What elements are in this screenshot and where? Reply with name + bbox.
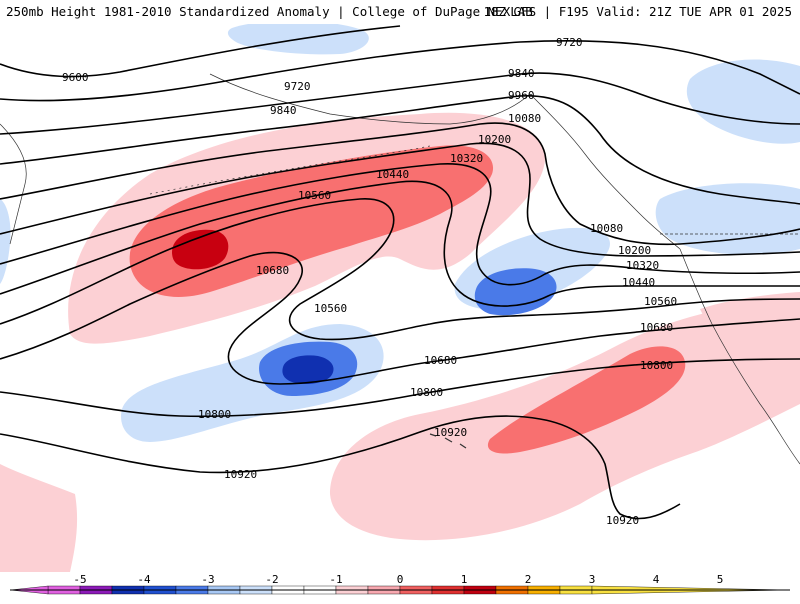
anomaly-neg2-nw-trough <box>474 268 557 316</box>
anomaly-neg1-canada <box>655 183 800 255</box>
contour-label: 10680 <box>640 321 673 334</box>
contour-10680 <box>0 251 800 385</box>
colorbar-tick-label: -1 <box>329 573 343 586</box>
contour-label: 10920 <box>434 426 467 439</box>
contour-label: 10800 <box>640 359 673 372</box>
contour-label: 9840 <box>508 67 535 80</box>
anomaly-colorbar: -5 -4 -3 -2 -1 0 1 2 3 4 5 <box>0 572 800 600</box>
contour-label: 10200 <box>478 133 511 146</box>
model-run-info: 18Z GFS | F195 Valid: 21Z TUE APR 01 202… <box>483 4 792 19</box>
contour-label: 10800 <box>198 408 231 421</box>
contour-label: 10440 <box>622 276 655 289</box>
anomaly-map: 9600 9720 9720 9840 9840 9960 10080 1008… <box>0 24 800 572</box>
map-title: 250mb Height 1981-2010 Standardized Anom… <box>6 4 533 19</box>
anomaly-neg1-hudson <box>686 59 800 144</box>
alaska-coastline <box>209 73 531 125</box>
colorbar-tick-label: 0 <box>396 573 404 586</box>
map-header: 250mb Height 1981-2010 Standardized Anom… <box>0 0 800 24</box>
colorbar-tick-label: 1 <box>460 573 468 586</box>
contour-label: 10560 <box>314 302 347 315</box>
contour-label: 9600 <box>62 71 89 84</box>
anomaly-pos1-southwest <box>0 464 78 572</box>
colorbar-tick-label: -2 <box>265 573 279 586</box>
contour-label: 9720 <box>556 36 583 49</box>
colorbar-tick-label: 4 <box>652 573 660 586</box>
contour-10320 <box>0 163 800 286</box>
contour-label: 10680 <box>424 354 457 367</box>
contour-label-group: 9600 9720 9720 9840 9840 9960 10080 1008… <box>62 36 677 527</box>
anomaly-pos3-north-pacific <box>172 229 229 270</box>
contour-10080 <box>0 122 800 246</box>
contour-label: 10320 <box>450 152 483 165</box>
contour-label: 9960 <box>508 89 535 102</box>
contour-label: 10080 <box>590 222 623 235</box>
contour-label: 10560 <box>644 295 677 308</box>
colorbar-tick-label: 2 <box>524 573 532 586</box>
contour-9840 <box>0 72 800 135</box>
contour-label: 9720 <box>284 80 311 93</box>
colorbar-tick-label: -3 <box>201 573 215 586</box>
contour-10560 <box>0 198 800 341</box>
height-contours <box>0 25 800 520</box>
anomaly-neg1-west-edge <box>0 199 11 284</box>
contour-9720 <box>0 39 800 102</box>
contour-label: 10080 <box>508 112 541 125</box>
contour-label: 9840 <box>270 104 297 117</box>
bc-coastline <box>529 93 681 250</box>
colorbar-tick-label: 3 <box>588 573 596 586</box>
contour-10440 <box>0 180 800 307</box>
contour-label: 10920 <box>224 468 257 481</box>
contour-10920 <box>0 415 681 520</box>
contour-label: 10920 <box>606 514 639 527</box>
contour-label: 10320 <box>626 259 659 272</box>
russia-coastline <box>0 123 27 245</box>
colorbar-tick-label: 5 <box>716 573 724 586</box>
contour-9600 <box>0 25 401 78</box>
contour-10200 <box>0 142 800 257</box>
contour-label: 10200 <box>618 244 651 257</box>
contour-10800 <box>0 358 800 418</box>
contour-9960 <box>0 95 800 205</box>
anomaly-pos1-california <box>700 292 800 344</box>
contour-label: 10440 <box>376 168 409 181</box>
hawaii-islands <box>429 433 467 449</box>
contour-label: 10800 <box>410 386 443 399</box>
contour-label: 10560 <box>298 189 331 202</box>
positive-anomaly-shading <box>0 112 800 572</box>
colorbar-tick-label: -4 <box>137 573 151 586</box>
anomaly-pos2-subtropics <box>487 346 686 454</box>
colorbar-tick-label: -5 <box>73 573 87 586</box>
contour-label: 10680 <box>256 264 289 277</box>
anomaly-neg3-central-pacific <box>282 355 334 384</box>
